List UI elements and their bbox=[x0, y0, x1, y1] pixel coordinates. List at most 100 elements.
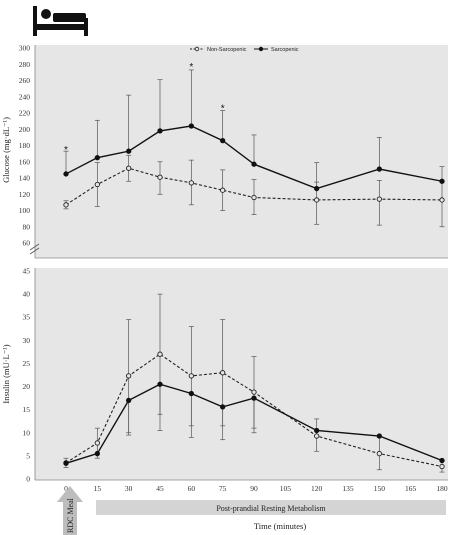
data-point-non-sarcopenic bbox=[251, 194, 257, 201]
data-point-non-sarcopenic bbox=[376, 196, 382, 202]
y-tick-label: 10 bbox=[23, 428, 31, 437]
axis-break-mark bbox=[29, 243, 40, 251]
significance-marker: * bbox=[64, 145, 68, 156]
data-point-non-sarcopenic bbox=[126, 373, 132, 379]
data-point-non-sarcopenic bbox=[126, 165, 132, 171]
data-point-sarcopenic bbox=[157, 381, 163, 387]
y-tick-label: 15 bbox=[23, 405, 31, 414]
x-tick-label: 30 bbox=[125, 484, 133, 493]
insulin-chart: Insulin (mU·L⁻¹) 0 5 10 15 20 25 30 35 40 45 0 15 30 4… bbox=[1, 267, 448, 493]
y-tick-label: 220 bbox=[19, 109, 31, 118]
data-point-non-sarcopenic bbox=[314, 197, 320, 203]
y-tick-label: 200 bbox=[19, 125, 31, 134]
y-tick-label: 40 bbox=[23, 290, 31, 299]
data-point-non-sarcopenic bbox=[376, 450, 382, 457]
data-point-non-sarcopenic bbox=[157, 351, 163, 357]
data-point-non-sarcopenic bbox=[220, 187, 226, 193]
data-point-sarcopenic bbox=[63, 460, 69, 466]
data-point-sarcopenic bbox=[188, 390, 194, 397]
x-tick-label: 180 bbox=[436, 484, 448, 493]
data-point-non-sarcopenic bbox=[94, 440, 100, 446]
y-axis-title: Insulin (mU·L⁻¹) bbox=[1, 344, 11, 403]
insulin-panel-bg bbox=[35, 268, 448, 480]
y-tick-label: 120 bbox=[19, 190, 31, 199]
post-prandial-bar bbox=[96, 500, 446, 515]
rdc-meal-label: RDC Meal bbox=[66, 497, 75, 533]
x-tick-label: 60 bbox=[188, 484, 196, 493]
y-tick-label: 0 bbox=[26, 475, 30, 484]
x-tick-label: 90 bbox=[250, 484, 258, 493]
y-tick-label: 45 bbox=[23, 267, 31, 276]
data-point-sarcopenic bbox=[376, 166, 382, 172]
y-tick-label: 5 bbox=[26, 451, 30, 460]
x-tick-label: 135 bbox=[342, 484, 354, 493]
data-point-sarcopenic bbox=[94, 155, 100, 161]
data-point-sarcopenic bbox=[314, 427, 320, 434]
legend-swatch-marker bbox=[194, 46, 200, 52]
data-point-non-sarcopenic bbox=[188, 373, 194, 379]
x-tick-label: 45 bbox=[156, 484, 164, 493]
x-tick-label: 105 bbox=[280, 484, 292, 493]
y-tick-label: 280 bbox=[19, 60, 31, 69]
data-point-non-sarcopenic bbox=[439, 463, 445, 470]
y-tick-label: 300 bbox=[19, 44, 31, 53]
legend-label: Non-Sarcopenic bbox=[207, 47, 247, 53]
x-tick-label: 165 bbox=[405, 484, 417, 493]
y-axis-title: Glucose (mg·dL⁻¹) bbox=[1, 117, 11, 183]
data-point-sarcopenic bbox=[439, 178, 445, 184]
data-point-non-sarcopenic bbox=[188, 180, 194, 186]
data-point-sarcopenic bbox=[94, 450, 100, 457]
x-tick-label: 75 bbox=[219, 484, 227, 493]
data-point-sarcopenic bbox=[126, 397, 132, 404]
y-tick-label: 260 bbox=[19, 76, 31, 85]
data-point-non-sarcopenic bbox=[94, 181, 100, 188]
legend-label: Sarcopenic bbox=[271, 47, 299, 53]
y-tick-label: 20 bbox=[23, 382, 31, 391]
glucose-panel-bg bbox=[35, 45, 448, 258]
y-tick-label: 25 bbox=[23, 359, 31, 368]
data-point-sarcopenic bbox=[126, 148, 132, 154]
data-point-non-sarcopenic bbox=[220, 370, 226, 376]
y-tick-label: 160 bbox=[19, 157, 31, 166]
data-point-non-sarcopenic bbox=[314, 433, 320, 439]
data-point-non-sarcopenic bbox=[63, 202, 69, 208]
post-prandial-label: Post-prandial Resting Metabolism bbox=[216, 504, 326, 513]
y-tick-label: 30 bbox=[23, 336, 31, 345]
data-point-non-sarcopenic bbox=[251, 389, 257, 395]
axis-break-mark bbox=[29, 247, 40, 255]
data-point-sarcopenic bbox=[157, 128, 163, 134]
data-point-sarcopenic bbox=[251, 395, 257, 401]
x-tick-label: 0 bbox=[64, 484, 68, 493]
y-tick-label: 80 bbox=[23, 222, 31, 231]
legend: Non-Sarcopenic Sarcopenic bbox=[190, 46, 299, 53]
legend-swatch-marker bbox=[258, 46, 264, 52]
x-tick-label: 15 bbox=[94, 484, 102, 493]
y-tick-label: 60 bbox=[23, 239, 31, 248]
x-axis-title: Time (minutes) bbox=[254, 521, 307, 531]
data-point-non-sarcopenic bbox=[439, 197, 445, 203]
up-arrow-icon bbox=[57, 486, 83, 535]
data-point-sarcopenic bbox=[251, 161, 257, 167]
data-point-sarcopenic bbox=[376, 433, 382, 439]
glucose-chart: Glucose (mg·dL⁻¹) 60 80 100 120 140 160 180 200 2… bbox=[1, 44, 448, 259]
y-tick-label: 100 bbox=[19, 206, 31, 215]
significance-marker: * bbox=[189, 62, 193, 73]
data-point-sarcopenic bbox=[314, 185, 320, 192]
data-point-sarcopenic bbox=[220, 404, 226, 410]
data-point-sarcopenic bbox=[220, 137, 226, 144]
series-line-non-sarcopenic bbox=[65, 167, 443, 206]
series-line-sarcopenic bbox=[65, 383, 443, 464]
sleeping-person-bed-icon bbox=[33, 6, 88, 36]
y-tick-label: 35 bbox=[23, 313, 31, 322]
series-line-sarcopenic bbox=[65, 125, 443, 190]
significance-marker: * bbox=[221, 103, 225, 114]
x-tick-label: 120 bbox=[311, 484, 323, 493]
x-tick-label: 150 bbox=[374, 484, 386, 493]
y-tick-label: 180 bbox=[19, 141, 31, 150]
data-point-non-sarcopenic bbox=[157, 174, 163, 180]
y-tick-label: 140 bbox=[19, 174, 31, 183]
y-tick-label: 240 bbox=[19, 92, 31, 101]
data-point-sarcopenic bbox=[188, 123, 194, 129]
data-point-sarcopenic bbox=[439, 457, 445, 464]
